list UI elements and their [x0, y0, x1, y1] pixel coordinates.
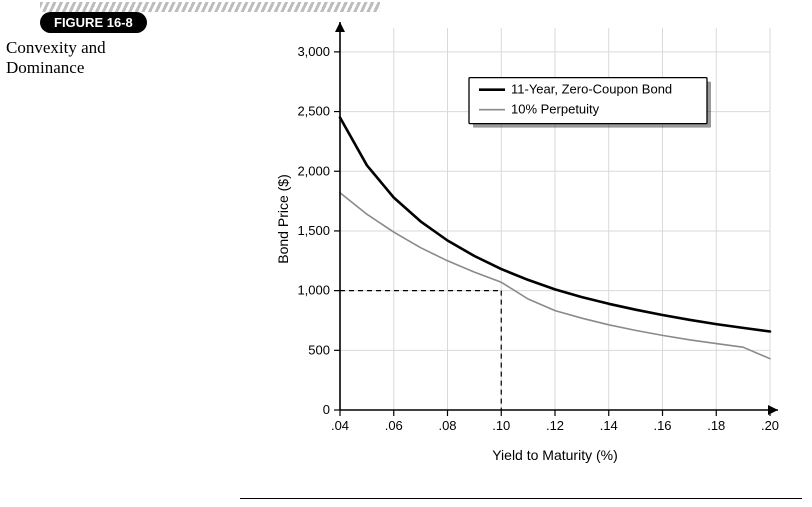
svg-text:.18: .18 [707, 418, 725, 433]
svg-text:.16: .16 [653, 418, 671, 433]
svg-text:500: 500 [308, 342, 330, 357]
svg-text:Bond Price ($): Bond Price ($) [275, 174, 291, 263]
svg-text:.10: .10 [492, 418, 510, 433]
svg-text:2,500: 2,500 [297, 104, 330, 119]
svg-text:.04: .04 [331, 418, 349, 433]
svg-text:Yield to Maturity (%): Yield to Maturity (%) [492, 447, 618, 463]
svg-text:11-Year, Zero-Coupon Bond: 11-Year, Zero-Coupon Bond [511, 82, 672, 97]
svg-text:0: 0 [323, 402, 330, 417]
figure-caption: Convexity and Dominance [6, 38, 176, 79]
svg-text:2,000: 2,000 [297, 163, 330, 178]
svg-text:.06: .06 [385, 418, 403, 433]
svg-text:1,000: 1,000 [297, 283, 330, 298]
svg-text:.20: .20 [761, 418, 779, 433]
caption-line-1: Convexity and [6, 38, 106, 57]
svg-text:10% Perpetuity: 10% Perpetuity [511, 102, 600, 117]
svg-text:.08: .08 [438, 418, 456, 433]
svg-text:1,500: 1,500 [297, 223, 330, 238]
svg-text:3,000: 3,000 [297, 44, 330, 59]
convexity-chart: 0 500 1,000 1,500 2,000 2,500 3,000 .04 .06 .08 .1… [270, 10, 800, 480]
svg-text:.14: .14 [600, 418, 618, 433]
svg-text:.12: .12 [546, 418, 564, 433]
caption-line-2: Dominance [6, 58, 84, 77]
bottom-rule [240, 498, 802, 499]
figure-tag: FIGURE 16-8 [40, 12, 147, 33]
